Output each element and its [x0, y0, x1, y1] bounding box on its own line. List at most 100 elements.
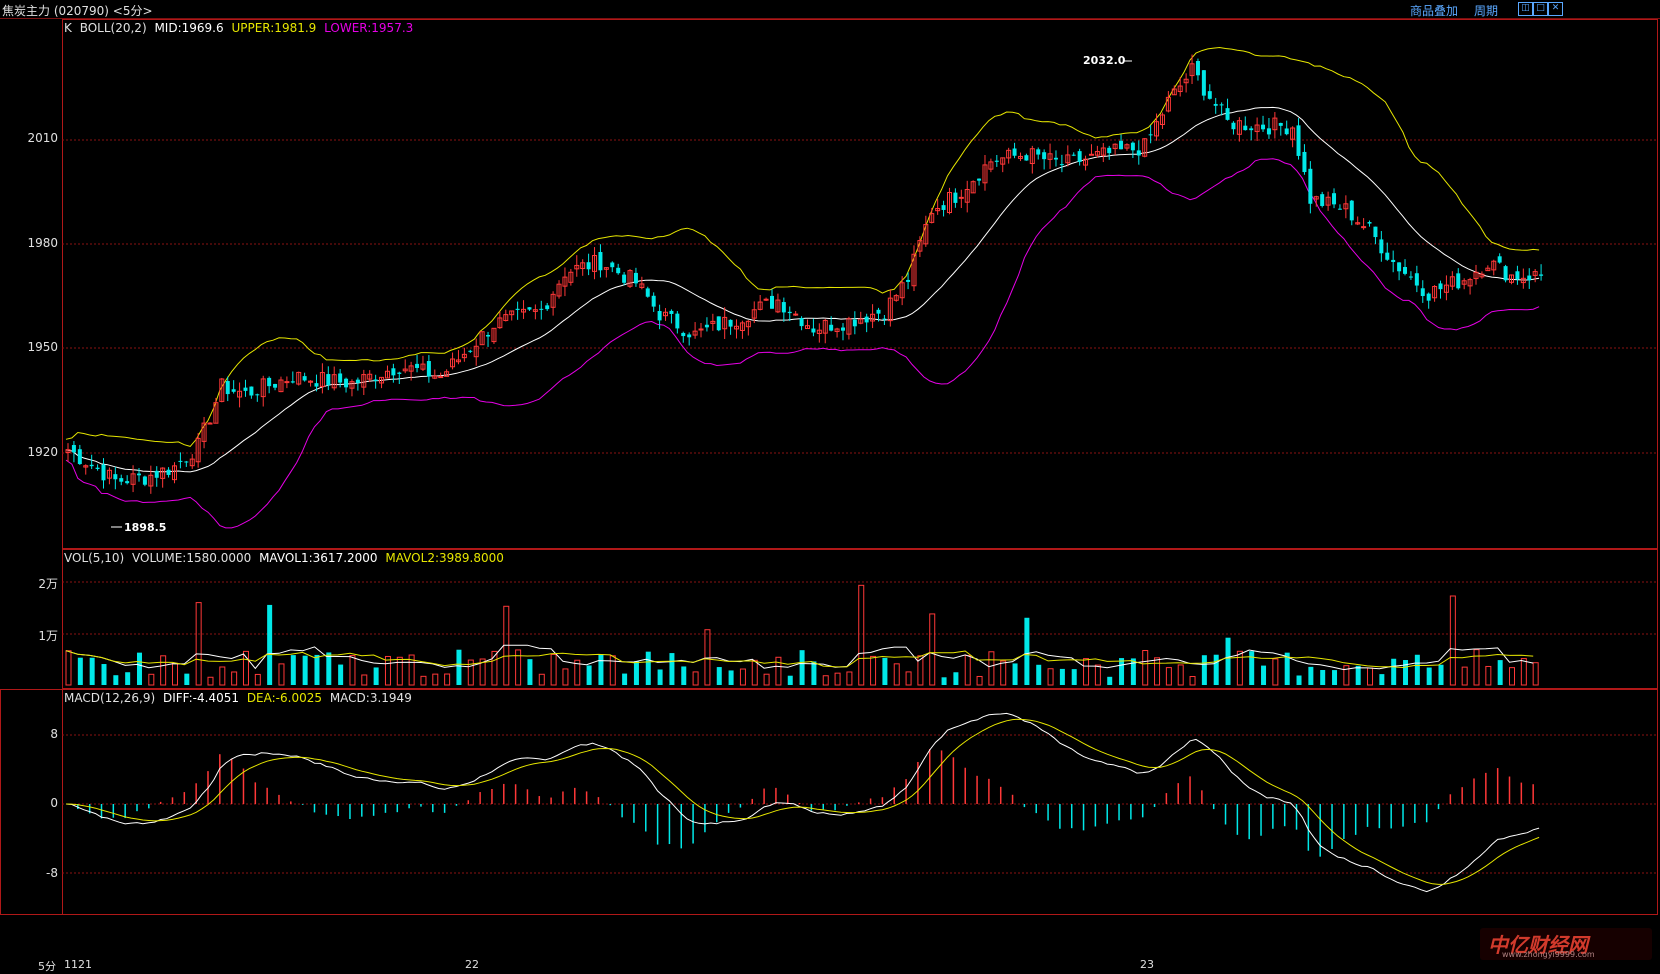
- y-tick-kline: 1980: [27, 236, 58, 250]
- watermark-logo: 中亿财经网: [1488, 933, 1588, 957]
- candle-body-up: [189, 458, 195, 467]
- candle-body-up: [461, 353, 467, 359]
- restore-icon[interactable]: ◫: [1518, 2, 1533, 16]
- candle-body-down: [681, 332, 686, 337]
- y-tick-kline: 1920: [27, 445, 58, 459]
- volume-bar-up: [1094, 664, 1101, 686]
- candle-body-up: [1029, 148, 1035, 165]
- candle-body-down: [811, 328, 816, 333]
- volume-bar-down: [1225, 637, 1231, 685]
- candle-body-up: [308, 380, 314, 383]
- y-tick-kline: 1950: [27, 340, 58, 354]
- volume-bar-up: [846, 671, 853, 686]
- candle-body-up: [562, 276, 568, 287]
- period-link[interactable]: 周期: [1474, 4, 1499, 18]
- candle-body-down: [355, 379, 360, 383]
- candle-body-down: [1296, 125, 1301, 156]
- candle-body-down: [136, 473, 141, 476]
- candle-body-down: [1231, 122, 1236, 130]
- candle-body-down: [1349, 200, 1354, 221]
- candle-body-down: [876, 309, 881, 314]
- kline-panel[interactable]: [62, 19, 1658, 549]
- candle-body-up: [278, 379, 284, 393]
- candle-body-down: [687, 334, 692, 338]
- volume-bar-down: [89, 657, 95, 685]
- volume-bar-down: [1201, 655, 1207, 685]
- mavol2: MAVOL2:3989.8000: [385, 551, 504, 565]
- candle-body-up: [1112, 143, 1118, 150]
- candle-body-up: [793, 313, 799, 316]
- volume-bar-up: [870, 655, 877, 686]
- volume-bar-down: [136, 652, 142, 685]
- x-tick: 1121: [64, 958, 92, 971]
- volume-bar-down: [1426, 667, 1432, 685]
- candle-body-down: [1249, 128, 1254, 131]
- volume-bar-up: [692, 671, 699, 686]
- commodity-overlay-link[interactable]: 商品叠加: [1410, 4, 1459, 18]
- volume-panel[interactable]: [62, 549, 1658, 689]
- volume-bar-up: [1047, 668, 1054, 686]
- volume-bar-up: [1000, 660, 1007, 686]
- volume-bar-up: [160, 655, 167, 686]
- candle-body-down: [1284, 128, 1289, 135]
- volume-bar-up: [1449, 595, 1456, 686]
- candle-body-up: [935, 208, 941, 212]
- boll-lower: LOWER:1957.3: [324, 21, 414, 35]
- candle-body-up: [822, 319, 828, 334]
- volume-bar-up: [242, 650, 249, 686]
- candle-body-down: [1503, 266, 1508, 281]
- candle-body-up: [1088, 153, 1094, 156]
- maximize-icon[interactable]: □: [1533, 2, 1548, 16]
- macd-dea: DEA:-6.0025: [246, 691, 322, 705]
- candle-body-up: [160, 467, 166, 479]
- y-tick-kline: 2010: [27, 131, 58, 145]
- volume-bar-up: [988, 651, 995, 686]
- volume-bar-up: [1509, 667, 1516, 686]
- volume-bar-down: [633, 661, 639, 685]
- candle-body-up: [1017, 155, 1023, 159]
- vol-value: VOLUME:1580.0000: [132, 551, 252, 565]
- candle-body-down: [598, 252, 603, 271]
- candle-body-down: [1414, 273, 1419, 286]
- volume-bar-up: [361, 674, 368, 686]
- candle-body-down: [1201, 70, 1206, 96]
- y-tick-macd: -8: [46, 866, 58, 880]
- candle-body-down: [1213, 103, 1218, 106]
- volume-bar-down: [622, 673, 628, 685]
- candle-body-up: [361, 374, 367, 388]
- candle-body-down: [1071, 154, 1076, 156]
- candle-body-down: [184, 461, 189, 463]
- candle-body-down: [586, 262, 591, 270]
- y-axis: 2010 1980 1950 1920 2万 1万 8 0 -8: [0, 0, 62, 971]
- candle-body-up: [710, 320, 716, 324]
- volume-bar-up: [1177, 664, 1184, 686]
- candle-body-down: [1367, 222, 1372, 224]
- candle-body-up: [497, 317, 503, 329]
- candle-body-up: [1520, 277, 1526, 284]
- candle-body-up: [201, 422, 207, 442]
- candle-body-up: [663, 311, 669, 317]
- macd-panel[interactable]: [62, 689, 1658, 915]
- candle-body-up: [763, 298, 769, 301]
- volume-bar-down: [681, 666, 687, 685]
- candle-body-down: [326, 374, 331, 386]
- volume-bar-up: [1236, 650, 1243, 686]
- volume-bar-up: [562, 668, 569, 686]
- candle-body-down: [314, 383, 319, 387]
- volume-bar-up: [467, 659, 474, 686]
- candle-body-up: [1065, 154, 1071, 164]
- close-icon[interactable]: ✕: [1548, 2, 1563, 16]
- candle-body-down: [716, 316, 721, 331]
- candle-body-down: [113, 474, 118, 480]
- candle-body-up: [1290, 127, 1296, 140]
- candle-body-up: [296, 371, 302, 385]
- candle-body-down: [1130, 142, 1135, 151]
- candle-body-down: [1397, 262, 1402, 272]
- candle-body-up: [1432, 286, 1438, 299]
- volume-bar-up: [929, 613, 936, 686]
- candle-body-down: [142, 476, 147, 485]
- volume-bar-down: [882, 657, 888, 685]
- candle-body-down: [1261, 124, 1266, 130]
- volume-bar-down: [326, 652, 332, 685]
